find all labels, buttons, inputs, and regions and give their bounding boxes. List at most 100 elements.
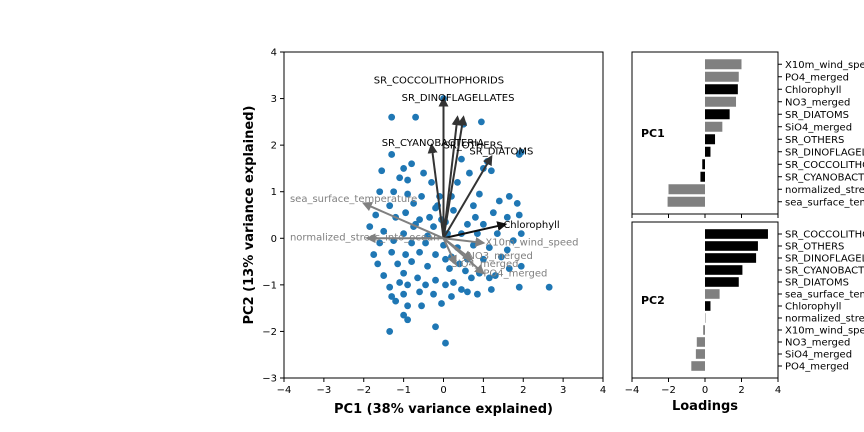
scatter-point [422,281,429,289]
category-label: NO3_merged [785,97,850,108]
scatter-point [416,288,423,296]
loading-bar [705,84,738,95]
loading-vector [442,115,468,239]
scatter-point [432,251,439,258]
vector-label: sea_surface_temperature [290,194,417,205]
scatter-point [396,279,404,286]
x-tick-label: −1 [396,385,411,396]
x-axis-label: PC1 (38% variance explained) [334,402,553,417]
scatter-point [493,230,501,238]
loading-bar [705,146,711,157]
scatter-point [509,237,517,245]
category-label: SR_COCCOLITHOPHORIDS [785,230,864,241]
category-label: SR_DINOFLAGELLATES [785,254,864,265]
x-tick-label: −4 [277,385,292,396]
loading-bar [691,361,705,371]
loading-bar [696,337,705,347]
scatter-point [402,251,410,258]
scatter-point [400,165,408,172]
loading-bar [705,109,730,120]
scatter-point [400,290,408,298]
category-label: SR_OTHERS [785,135,844,146]
scatter-point [390,188,398,196]
vector-label: SR_OTHERS [444,140,503,151]
vector-label: SR_CYANOBACTERIA [382,138,484,149]
scatter-point [545,283,553,291]
loading-vector [443,237,486,247]
scatter-point [470,202,477,210]
scatter-point [388,293,396,300]
scatter-point [404,302,412,310]
loading-bar [705,313,706,323]
scatter-point [458,155,465,163]
scatter-point [418,302,425,310]
loading-vector [442,237,457,266]
loading-vector [427,143,445,239]
x-tick-label: 0 [702,385,708,396]
x-tick-label: −3 [317,385,332,396]
category-label: SiO4_merged [785,122,852,133]
category-label: sea_surface_temperature [785,290,864,301]
vector-label: SR_DIATOMS [469,146,533,157]
scatter-point [450,206,457,214]
scatter-point [517,262,525,270]
category-label: NO3_merged [785,338,850,349]
pc2-loadings-panel: SR_COCCOLITHOPHORIDSSR_OTHERSSR_DINOFLAG… [625,221,864,414]
scatter-point [404,190,412,198]
scatter-point [386,202,394,210]
category-label: normalized_stress_into_ocean [785,185,864,196]
category-label: SR_DINOFLAGELLATES [785,147,864,158]
loading-bar [700,171,705,182]
category-label: PO4_merged [785,362,849,373]
scatter-point [400,269,408,277]
loading-bar [705,121,723,132]
scatter-point [479,255,487,263]
scatter-point [462,267,469,275]
scatter-point [464,220,471,228]
category-label: PO4_merged [785,72,849,83]
scatter-point [408,160,415,168]
scatter-point [430,290,437,298]
category-label: Chlorophyll [785,302,841,313]
y-tick-label: 3 [271,94,277,105]
scatter-point [388,248,396,256]
scatter-point [418,192,425,200]
x-tick-label: 0 [440,385,446,396]
scatter-point [454,179,461,186]
scatter-point [414,274,421,282]
loading-bar [667,196,705,207]
scatter-point [422,239,429,247]
scatter-point [400,311,408,319]
loading-bar [668,184,705,195]
scatter-point [497,253,505,261]
scatter-point [450,279,457,286]
scatter-point [446,265,453,272]
category-label: X10m_wind_speed [785,326,864,337]
category-label: SR_COCCOLITHOPHORIDS [785,160,864,171]
loading-bar [705,71,739,82]
scatter-point [380,272,388,279]
y-tick-label: −1 [262,280,277,291]
scatter-point [376,239,384,247]
scatter-point [430,223,437,231]
scatter-point [442,339,449,347]
scatter-point [404,281,412,289]
vector-label: SR_COCCOLITHOPHORIDS [374,76,504,87]
vector-label: NO3_merged [467,251,532,262]
x-tick-label: 2 [520,385,526,396]
category-label: SR_DIATOMS [785,110,849,121]
loading-bar [705,96,737,107]
scatter-point [487,286,495,293]
category-label: SR_DIATOMS [785,278,849,289]
scatter-point [515,283,523,291]
scatter-point [442,281,449,289]
scatter-point [402,209,410,217]
x-tick-label: 4 [775,385,781,396]
scatter-point [517,230,525,238]
scatter-point [408,239,415,247]
category-label: X10m_wind_speed [785,60,864,71]
loading-bar [705,241,758,251]
loading-bar [705,229,768,239]
scatter-point [475,190,483,198]
loading-bar [702,159,705,170]
